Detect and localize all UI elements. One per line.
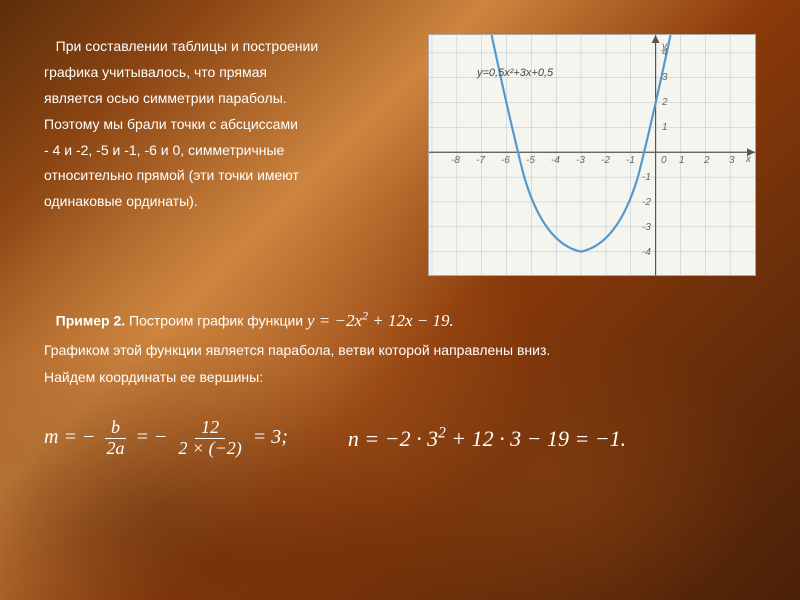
p1-line5: - 4 и -2, -5 и -1, -6 и 0, симметричные [44,138,410,164]
xtick: -7 [476,155,485,166]
s2-line2: Графиком этой функции является парабола,… [44,337,756,364]
xtick: -2 [601,155,610,166]
ytick: -4 [642,247,651,258]
p1-line4: Поэтому мы брали точки с абсциссами [44,112,410,138]
m-frac2-den: 2 × (−2) [172,439,247,459]
ytick: 3 [662,72,668,83]
formula-n: n = −2 · 32 + 12 · 3 − 19 = −1. [348,425,626,452]
p1-line2: графика учитывалось, что прямая [44,60,410,86]
xtick: -3 [576,155,585,166]
ytick: 1 [662,122,668,133]
xtick: 3 [729,155,735,166]
example-title: Пример 2. [56,313,125,329]
ytick: 4 [662,47,668,58]
parabola-graph: y=0,5x²+3x+0,5 y x -8 -7 -6 -5 -4 -3 -2 … [428,34,756,276]
ytick: -2 [642,197,651,208]
ytick: 2 [662,97,668,108]
xtick: 0 [661,155,667,166]
m-frac2: 12 2 × (−2) [172,418,247,459]
ytick: -3 [642,222,651,233]
example-intro: Построим график функции [125,313,307,329]
xtick: 1 [679,155,685,166]
xtick: -6 [501,155,510,166]
formula-m: m = − b 2a = − 12 2 × (−2) = 3; [44,418,288,459]
example-function: y = −2x2 + 12x − 19. [307,311,454,330]
ytick: -1 [642,172,651,183]
m-frac1-num: b [105,418,126,439]
x-axis-label: x [746,154,751,165]
m-result: = 3; [253,426,288,448]
xtick: -8 [451,155,460,166]
xtick: -4 [551,155,560,166]
section-2: Пример 2. Построим график функции y = −2… [44,304,756,390]
xtick: -1 [626,155,635,166]
p1-line1: При составлении таблицы и построении [56,38,319,54]
p1-line3: является осью симметрии параболы. [44,86,410,112]
graph-formula: y=0,5x²+3x+0,5 [477,67,553,79]
xtick: -5 [526,155,535,166]
m-eq: = − [135,426,167,448]
vertex-formulas: m = − b 2a = − 12 2 × (−2) = 3; n = −2 ·… [44,418,756,459]
p1-line7: одинаковые ординаты). [44,189,410,215]
xtick: 2 [704,155,710,166]
m-frac1: b 2a [100,418,130,459]
paragraph-1: При составлении таблицы и построении гра… [44,34,410,276]
m-frac2-num: 12 [195,418,225,439]
m-lhs: m = − [44,426,95,448]
p1-line6: относительно прямой (эти точки имеют [44,163,410,189]
s2-line3: Найдем координаты ее вершины: [44,364,756,391]
m-frac1-den: 2a [100,439,130,459]
